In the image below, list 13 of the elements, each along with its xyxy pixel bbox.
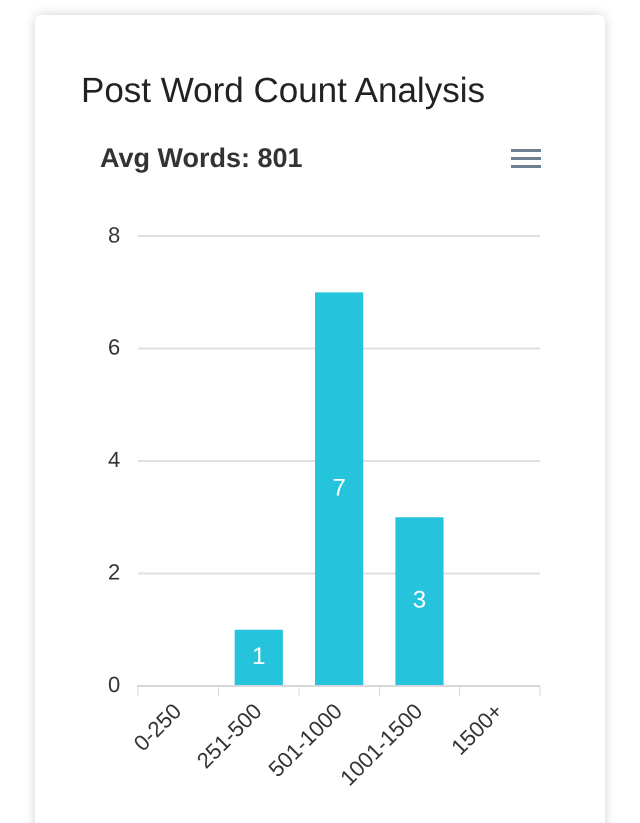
y-tick-label: 6 [108, 334, 120, 360]
chart-subtitle: Avg Words: 801 [100, 143, 303, 174]
y-tick-label: 8 [108, 222, 120, 248]
y-tick-label: 0 [108, 672, 120, 697]
chart-title: Post Word Count Analysis [81, 71, 485, 111]
y-tick-label: 4 [108, 447, 120, 472]
bar [234, 630, 283, 685]
bar [395, 517, 444, 685]
data-label: 1 [252, 642, 266, 670]
data-label: 7 [332, 474, 346, 502]
y-tick-label: 2 [108, 560, 120, 585]
bar [315, 292, 364, 685]
data-label: 3 [412, 586, 426, 614]
